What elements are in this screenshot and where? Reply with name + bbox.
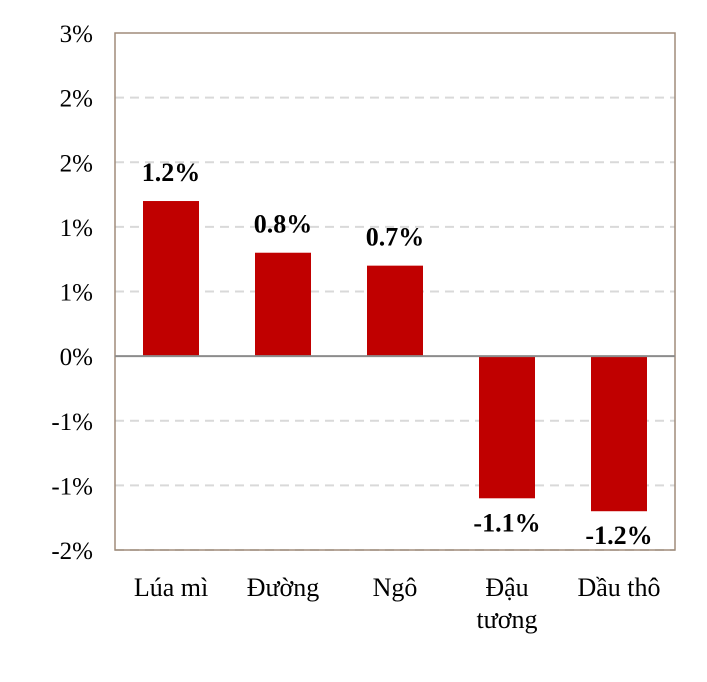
y-tick-label: 1% [60,215,93,242]
bar [479,356,535,499]
x-category-label: Ngô [373,573,418,602]
x-category-label: Lúa mì [134,573,208,602]
y-tick-label: 1% [60,280,93,307]
data-label: 0.7% [366,223,425,252]
data-label: -1.2% [585,521,652,550]
x-axis-category-labels: Lúa mì Đường Ngô Đậu tương Dầu thô [134,573,661,634]
bar [367,265,423,357]
data-labels: 1.2% 0.8% 0.7% -1.1% -1.2% [142,158,653,550]
data-label: 0.8% [254,210,313,239]
x-category-label: Dầu thô [577,573,660,602]
y-tick-label: 2% [60,86,93,113]
y-tick-label: -1% [51,473,93,500]
y-axis-tick-labels: 3% 2% 2% 1% 1% 0% -1% -1% -2% [51,21,93,565]
bar [143,201,199,357]
y-tick-label: -2% [51,538,93,565]
y-tick-label: -1% [51,409,93,436]
y-tick-label: 3% [60,21,93,48]
y-tick-label: 2% [60,150,93,177]
plot-frame [114,32,676,551]
x-category-label: Đậu tương [476,573,537,634]
data-label: -1.1% [473,508,540,537]
data-label: 1.2% [142,158,201,187]
bars [143,201,647,512]
y-tick-label: 0% [60,344,93,371]
bar [255,252,311,357]
x-category-label: Đường [247,573,320,602]
bar [591,356,647,512]
